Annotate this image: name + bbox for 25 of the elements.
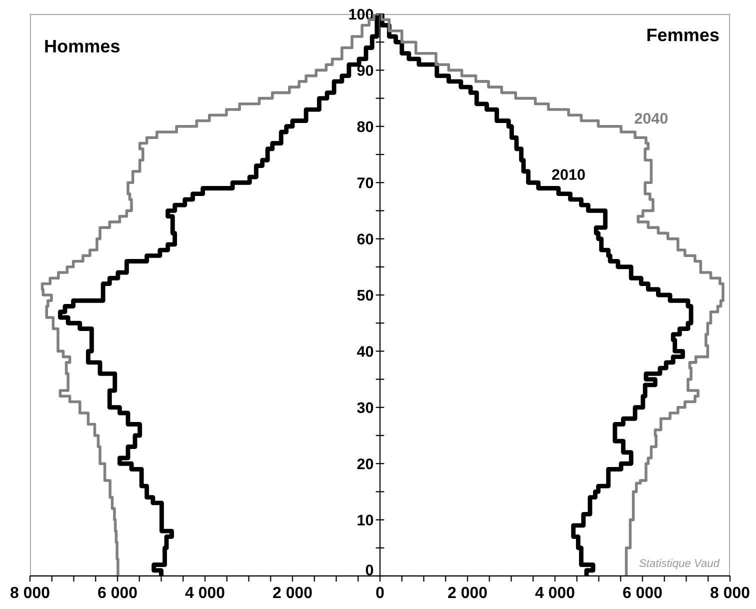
x-tick-label: 2 000 <box>448 586 487 598</box>
y-tick-label: 90 <box>357 65 374 76</box>
annotation: Hommes <box>45 40 120 53</box>
y-tick-label: 0 <box>366 564 374 576</box>
y-tick-label: 10 <box>358 514 374 526</box>
x-tick-label: 6 000 <box>623 586 662 598</box>
x-tick-label: 4 000 <box>185 586 224 598</box>
x-tick-label: 8 000 <box>10 586 50 598</box>
annotation: Femmes <box>647 28 719 42</box>
y-tick-label: 70 <box>357 177 374 188</box>
x-tick-label: 4 000 <box>535 586 574 598</box>
series-label: 2040 <box>634 112 668 124</box>
x-tick-label: 6 000 <box>98 586 137 598</box>
x-tick-label: 8 000 <box>710 586 750 598</box>
y-tick-label: 60 <box>357 234 374 244</box>
y-tick-label: 100 <box>349 8 374 20</box>
y-tick-label: 80 <box>357 121 374 132</box>
y-tick-label: 30 <box>357 402 374 414</box>
y-tick-label: 20 <box>357 458 374 470</box>
y-tick-label: 50 <box>357 290 374 301</box>
y-tick-label: 40 <box>356 346 374 357</box>
x-tick-label: 2 000 <box>273 586 312 598</box>
annotation: Statistique Vaud <box>639 558 720 570</box>
x-tick-label: 0 <box>376 586 384 598</box>
series-label: 2010 <box>552 169 585 180</box>
